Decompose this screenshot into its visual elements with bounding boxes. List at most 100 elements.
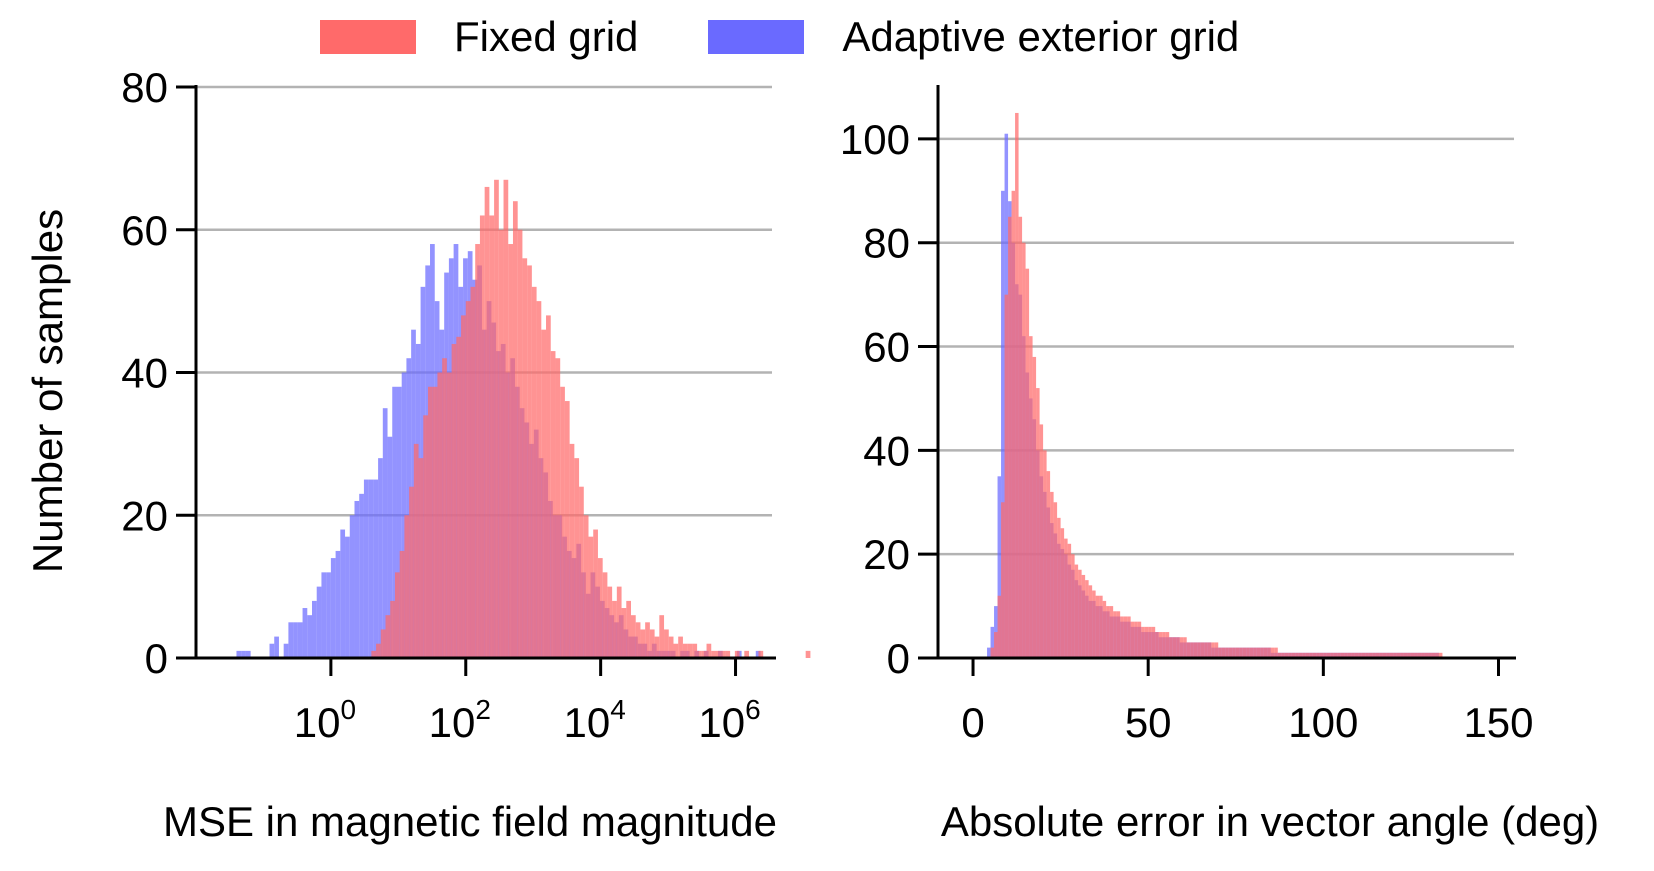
bar-fixed [465, 301, 471, 658]
bar-fixed [1162, 632, 1166, 658]
bar-fixed [1396, 652, 1401, 658]
bar-fixed [1116, 611, 1121, 658]
bar-fixed [997, 595, 1002, 658]
bar-fixed [579, 486, 584, 658]
bar-fixed [1368, 652, 1373, 658]
bar-fixed [758, 650, 764, 658]
bar-adaptive [330, 558, 336, 658]
bar-adaptive [755, 650, 761, 658]
legend-swatch-adaptive [708, 20, 805, 54]
bar-fixed [1155, 632, 1159, 658]
bar-adaptive [392, 386, 397, 658]
bar-fixed [413, 443, 419, 658]
bar-fixed [423, 415, 428, 658]
bar-fixed [1393, 652, 1397, 658]
bar-fixed [1270, 647, 1275, 658]
bar-adaptive [368, 479, 374, 658]
bar-fixed [512, 201, 518, 658]
bar-adaptive [401, 372, 407, 658]
bar-fixed [1172, 637, 1177, 658]
bar-fixed [1032, 356, 1037, 658]
bar-fixed [1232, 647, 1236, 658]
legend-item-adaptive: Adaptive exterior grid [708, 16, 1239, 58]
bar-fixed [1309, 652, 1313, 658]
bar-fixed [522, 258, 528, 658]
bar-fixed [1319, 652, 1324, 658]
bar-fixed [1148, 626, 1152, 658]
bar-fixed [560, 386, 565, 658]
bar-fixed [1141, 626, 1145, 658]
bar-adaptive [1001, 190, 1005, 658]
bar-fixed [1382, 652, 1387, 658]
bar-fixed [1225, 647, 1229, 658]
bar-fixed [503, 179, 509, 658]
x-tick-label: 104 [564, 694, 626, 746]
bar-fixed [1064, 538, 1068, 658]
bar-fixed [692, 643, 698, 658]
y-tick-label: 80 [863, 220, 910, 267]
x-axis-label-angle: Absolute error in vector angle (deg) [941, 798, 1599, 845]
bar-fixed [1337, 652, 1341, 658]
bar-fixed [588, 536, 594, 658]
bar-fixed [1379, 652, 1383, 658]
bar-fixed [451, 343, 457, 658]
bar-adaptive [340, 529, 346, 658]
bar-fixed [1029, 336, 1033, 658]
y-tick-label: 40 [863, 427, 910, 474]
bar-fixed [1130, 621, 1135, 658]
bar-fixed [1204, 642, 1208, 658]
bar-fixed [564, 401, 570, 658]
bar-adaptive [283, 643, 289, 658]
bar-fixed [1242, 647, 1247, 658]
bar-fixed [475, 244, 480, 658]
bar-adaptive [994, 606, 998, 658]
bar-adaptive [335, 550, 341, 658]
bar-fixed [602, 572, 608, 658]
bar-fixed [517, 229, 523, 658]
y-tick-label: 60 [863, 324, 910, 371]
bar-fixed [1092, 590, 1096, 658]
bar-adaptive [378, 458, 383, 658]
bar-fixed [394, 572, 400, 658]
bar-fixed [1123, 616, 1128, 658]
bar-fixed [1417, 652, 1422, 658]
bar-fixed [1284, 652, 1289, 658]
bar-fixed [621, 608, 627, 658]
y-tick-label: 100 [840, 116, 910, 163]
bar-fixed [990, 647, 995, 658]
bar-adaptive [990, 626, 995, 658]
bar-fixed [446, 372, 452, 658]
bar-fixed [673, 643, 679, 658]
bar-adaptive [373, 479, 379, 658]
bar-fixed [428, 386, 433, 658]
bar-fixed [697, 650, 702, 658]
bar-fixed [1099, 595, 1103, 658]
legend: Fixed grid Adaptive exterior grid [320, 8, 1309, 66]
bar-fixed [1358, 652, 1362, 658]
bar-fixed [631, 615, 636, 658]
bar-fixed [536, 301, 542, 658]
bar-fixed [1067, 543, 1072, 658]
bar-fixed [1134, 621, 1138, 658]
bar-fixed [1330, 652, 1334, 658]
legend-label-fixed: Fixed grid [454, 13, 639, 60]
legend-item-fixed: Fixed grid [320, 16, 638, 58]
bar-adaptive [354, 500, 360, 658]
bar-fixed [1085, 580, 1089, 658]
bar-fixed [1428, 652, 1432, 658]
bar-fixed [437, 372, 443, 658]
x-tick-label: 50 [1125, 699, 1172, 746]
bar-fixed [1120, 616, 1124, 658]
bar-fixed [1004, 294, 1009, 658]
bar-fixed [1214, 642, 1219, 658]
bar-fixed [645, 622, 650, 658]
bar-fixed [1074, 564, 1079, 658]
bar-fixed [664, 629, 669, 658]
bar-fixed [1218, 647, 1222, 658]
bar-fixed [1333, 652, 1338, 658]
bar-fixed [1221, 647, 1226, 658]
bar-adaptive [274, 636, 279, 658]
bar-fixed [484, 186, 490, 659]
bar-fixed [508, 244, 513, 658]
